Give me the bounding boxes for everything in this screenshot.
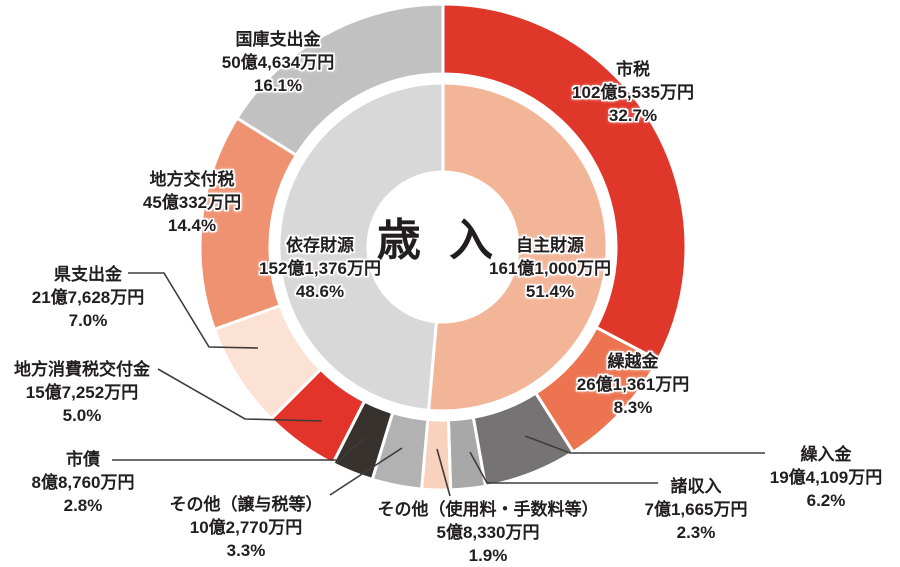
inner-1-percent: 48.6% bbox=[295, 282, 345, 301]
outer-5-amount: 10億2,770万円 bbox=[189, 518, 303, 537]
outer-2-percent: 6.2% bbox=[806, 491, 846, 510]
leader-line-2 bbox=[524, 435, 765, 454]
outer-0-percent: 32.7% bbox=[608, 106, 658, 125]
outer-segment-10 bbox=[235, 2, 445, 157]
outer-8-amount: 21億7,628万円 bbox=[31, 288, 145, 307]
outer-8-percent: 7.0% bbox=[68, 311, 108, 330]
inner-label-1: 依存財源 152億1,376万円 48.6% bbox=[259, 234, 381, 303]
outer-label-9: 地方交付税 45億332万円 14.4% bbox=[143, 168, 241, 237]
inner-0-label: 自主財源 bbox=[516, 236, 584, 255]
inner-1-label: 依存財源 bbox=[286, 236, 354, 255]
leader-line-7 bbox=[157, 368, 323, 422]
leader-line-8 bbox=[128, 272, 259, 349]
outer-label-2: 繰入金 19億4,109万円 6.2% bbox=[770, 443, 882, 512]
leader-line-3 bbox=[469, 451, 658, 484]
outer-4-amount: 5億8,330万円 bbox=[436, 523, 540, 542]
inner-label-0: 自主財源 161億1,000万円 51.4% bbox=[489, 234, 611, 303]
outer-label-0: 市税 102億5,535万円 32.7% bbox=[572, 58, 694, 127]
outer-9-amount: 45億332万円 bbox=[142, 193, 242, 212]
outer-segment-0 bbox=[441, 2, 688, 362]
outer-0-label: 市税 bbox=[616, 60, 650, 79]
inner-0-amount: 161億1,000万円 bbox=[489, 259, 611, 278]
outer-4-label: その他（使用料・手数料等） bbox=[377, 500, 599, 519]
outer-5-label: その他（譲与税等） bbox=[169, 495, 323, 514]
outer-6-percent: 2.8% bbox=[63, 496, 103, 515]
inner-1-amount: 152億1,376万円 bbox=[259, 259, 381, 278]
outer-6-label: 市債 bbox=[66, 450, 100, 469]
inner-0-percent: 51.4% bbox=[525, 282, 575, 301]
outer-10-amount: 50億4,634万円 bbox=[221, 53, 335, 72]
leader-line-6 bbox=[112, 437, 365, 461]
outer-10-label: 国庫支出金 bbox=[235, 30, 321, 49]
outer-5-percent: 3.3% bbox=[226, 541, 266, 560]
outer-3-label: 諸収入 bbox=[670, 477, 722, 496]
outer-8-label: 県支出金 bbox=[53, 265, 122, 284]
outer-3-percent: 2.3% bbox=[676, 523, 716, 542]
outer-label-1: 繰越金 26億1,361万円 8.3% bbox=[577, 350, 689, 419]
outer-label-7: 地方消費税交付金 15億7,252万円 5.0% bbox=[14, 358, 150, 427]
outer-2-amount: 19億4,109万円 bbox=[769, 468, 883, 487]
outer-1-percent: 8.3% bbox=[613, 398, 653, 417]
leader-line-4 bbox=[436, 448, 451, 497]
inner-segment-1 bbox=[277, 81, 445, 412]
outer-7-amount: 15億7,252万円 bbox=[25, 383, 139, 402]
outer-2-label: 繰入金 bbox=[800, 445, 852, 464]
outer-4-percent: 1.9% bbox=[468, 546, 508, 565]
chart-title: 歳 入 bbox=[376, 216, 502, 265]
outer-7-label: 地方消費税交付金 bbox=[14, 360, 150, 379]
outer-label-10: 国庫支出金 50億4,634万円 16.1% bbox=[222, 28, 334, 97]
outer-9-percent: 14.4% bbox=[167, 216, 217, 235]
outer-label-3: 諸収入 7億1,665万円 2.3% bbox=[645, 475, 748, 544]
outer-9-label: 地方交付税 bbox=[149, 170, 235, 189]
inner-segment-0 bbox=[427, 81, 609, 413]
outer-6-amount: 8億8,760万円 bbox=[31, 473, 135, 492]
leader-line-5 bbox=[329, 447, 403, 496]
outer-10-percent: 16.1% bbox=[253, 76, 303, 95]
outer-label-6: 市債 8億8,760万円 2.8% bbox=[32, 448, 135, 517]
outer-0-amount: 102億5,535万円 bbox=[572, 83, 694, 102]
outer-label-4: その他（使用料・手数料等） 5億8,330万円 1.9% bbox=[378, 498, 599, 567]
outer-label-5: その他（譲与税等） 10億2,770万円 3.3% bbox=[170, 493, 323, 562]
outer-1-amount: 26億1,361万円 bbox=[576, 375, 690, 394]
outer-3-amount: 7億1,665万円 bbox=[644, 500, 748, 519]
outer-label-8: 県支出金 21億7,628万円 7.0% bbox=[32, 263, 144, 332]
outer-7-percent: 5.0% bbox=[62, 406, 102, 425]
outer-1-label: 繰越金 bbox=[607, 352, 659, 371]
